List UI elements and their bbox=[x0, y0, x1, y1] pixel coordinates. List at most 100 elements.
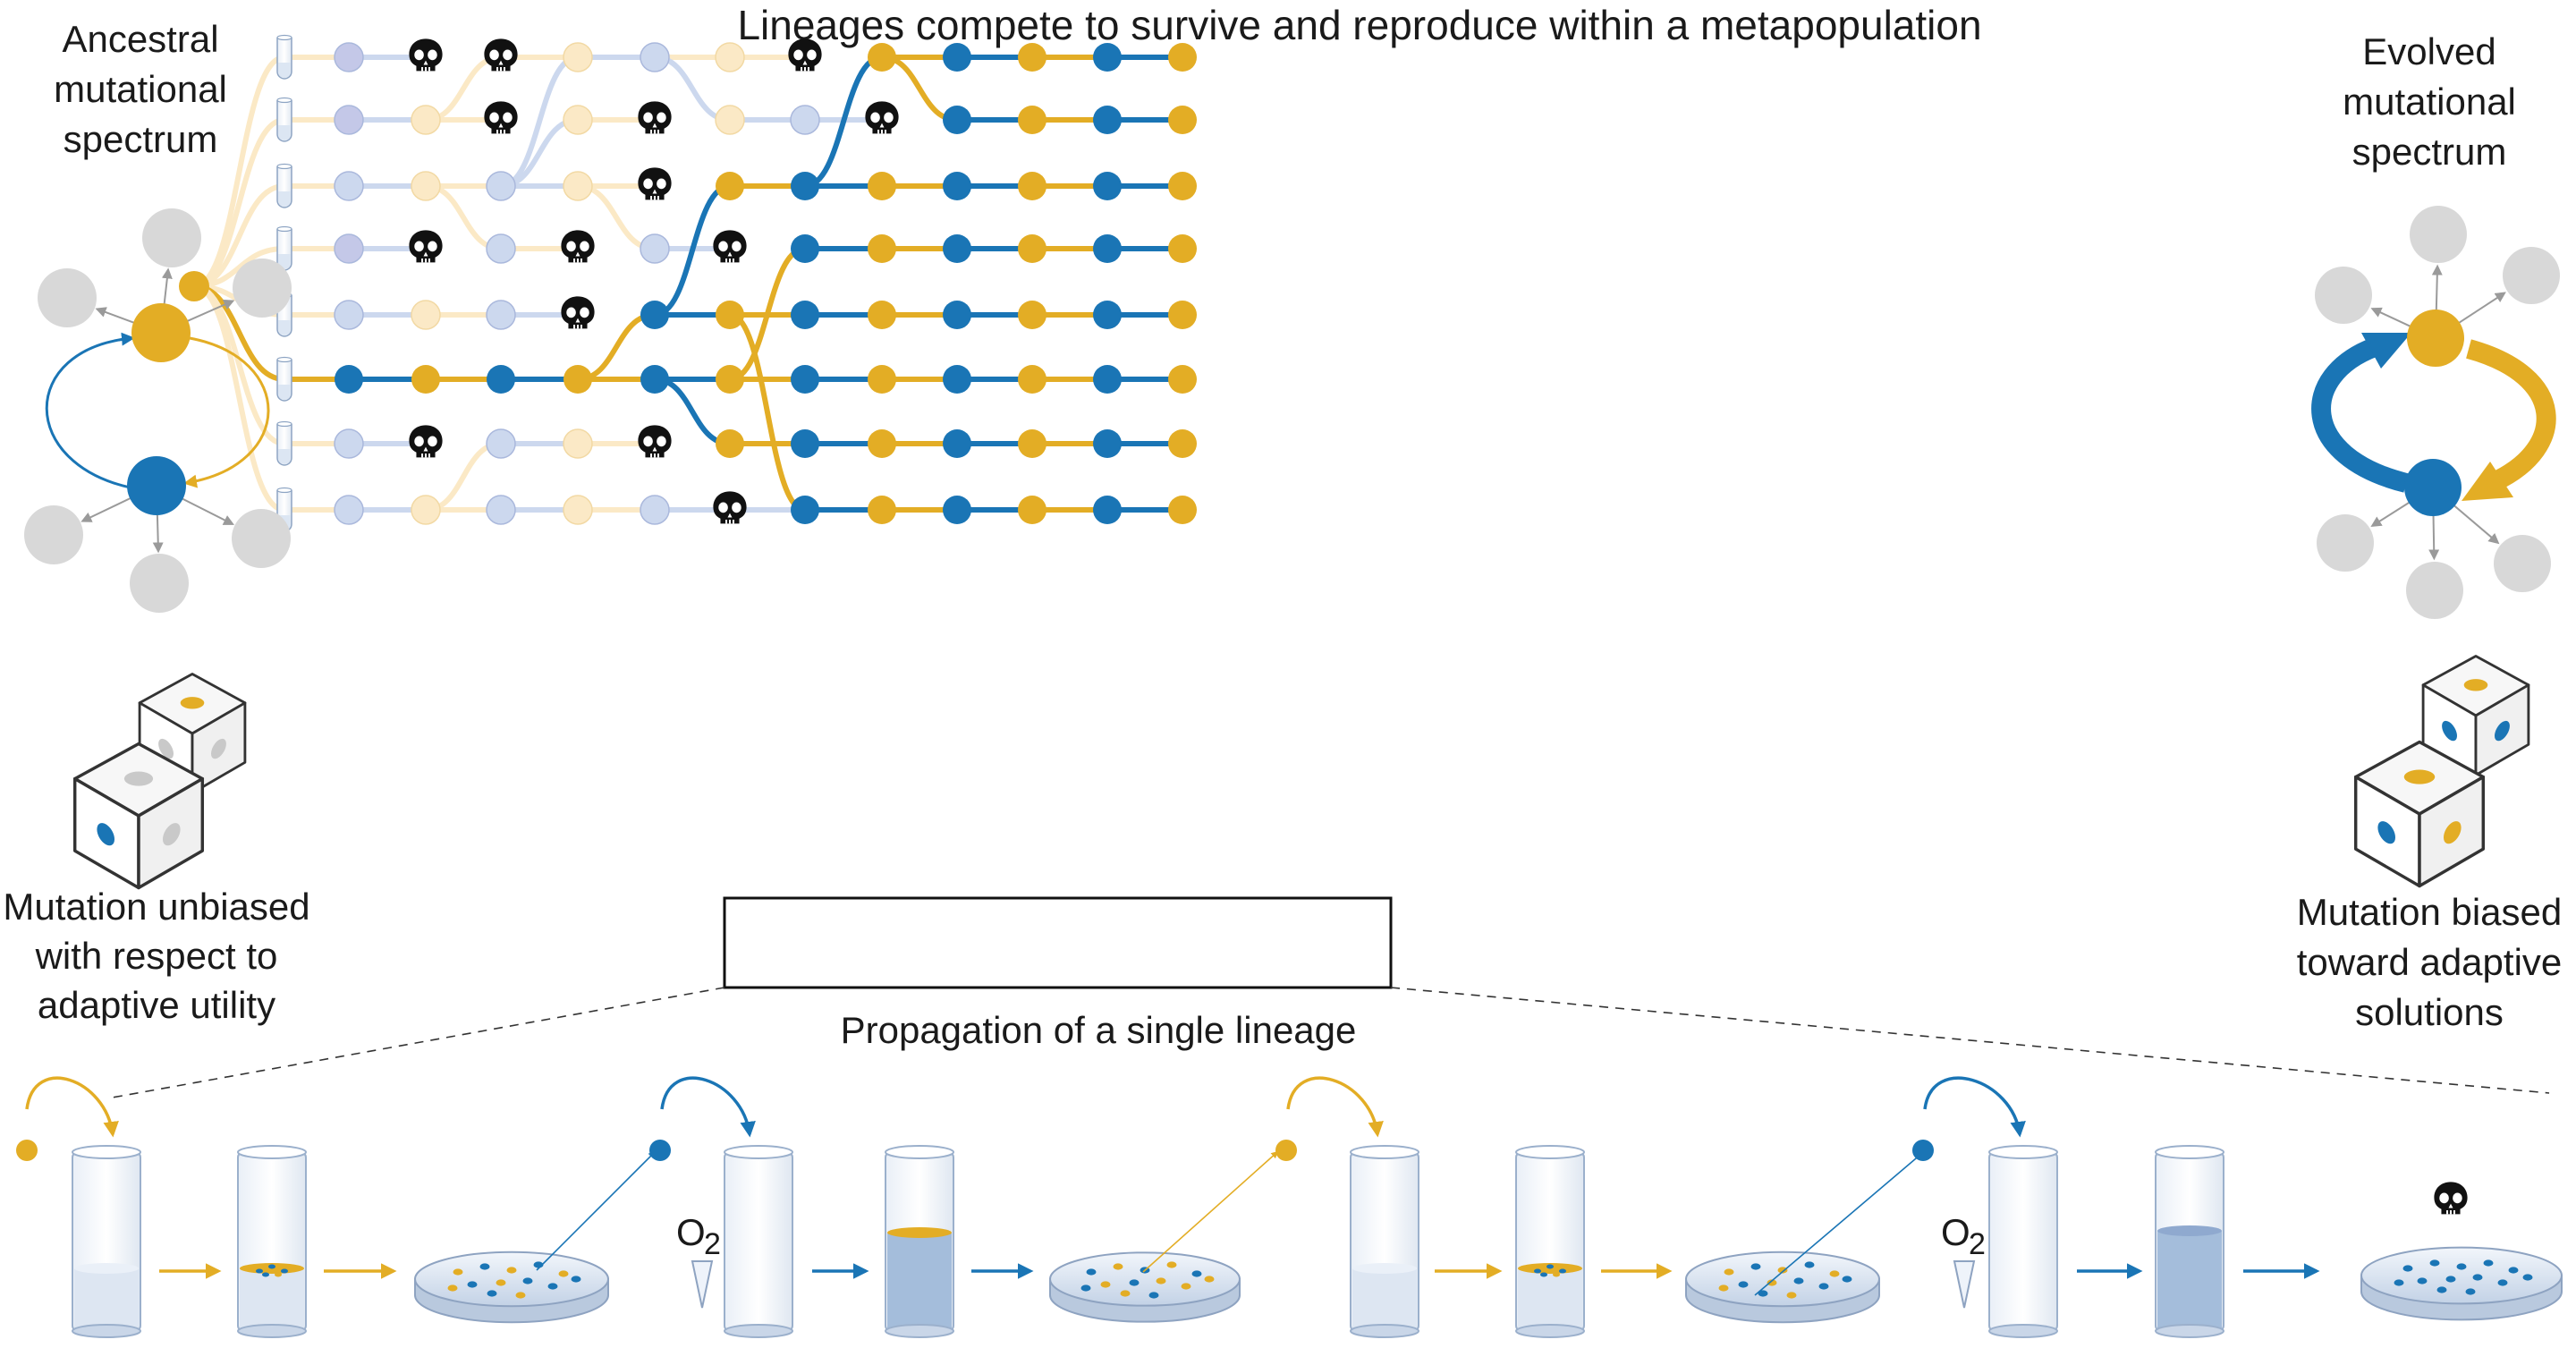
colony-dot bbox=[547, 1283, 558, 1290]
skull-tooth bbox=[425, 259, 427, 263]
skull-tooth bbox=[500, 130, 502, 134]
right-heading-line-3: spectrum bbox=[2352, 131, 2507, 173]
flask-base bbox=[72, 1324, 141, 1338]
colony-dot bbox=[571, 1276, 581, 1283]
tube-liquid bbox=[278, 191, 291, 207]
lineage-node bbox=[1093, 496, 1122, 524]
tube-liquid bbox=[278, 320, 291, 335]
skull-head bbox=[713, 491, 747, 524]
lineage-node bbox=[411, 365, 440, 394]
right-heading-line-2: mutational bbox=[2343, 81, 2516, 123]
lineage-node bbox=[791, 234, 819, 263]
flask-rim bbox=[2155, 1145, 2224, 1159]
skull-eye bbox=[657, 178, 666, 190]
skull-eye bbox=[414, 49, 424, 61]
skull-icon bbox=[484, 38, 518, 72]
mutation-target-node bbox=[2406, 562, 2463, 619]
lineage-node bbox=[790, 105, 820, 135]
lineage-node bbox=[943, 234, 971, 263]
skull-tooth bbox=[2450, 1210, 2452, 1215]
skull-eye bbox=[580, 241, 589, 252]
test-tube-icon bbox=[276, 34, 292, 80]
mutation-arrow bbox=[2447, 499, 2500, 545]
lineage-node bbox=[640, 42, 670, 72]
evolved-spectrum bbox=[2311, 206, 2560, 888]
die-pip bbox=[162, 823, 181, 846]
single-lineage-propagation bbox=[16, 1076, 2563, 1338]
colony-dot bbox=[522, 1277, 533, 1284]
die-pip bbox=[2443, 821, 2462, 844]
skull-head bbox=[561, 230, 595, 263]
skull-tooth bbox=[428, 67, 430, 72]
skull-icon bbox=[638, 425, 672, 458]
skull-nose bbox=[879, 123, 885, 128]
right-heading: Evolved mutational spectrum bbox=[2343, 30, 2516, 173]
flask-liquid-surface bbox=[74, 1263, 139, 1274]
skull-tooth bbox=[428, 259, 430, 263]
skull-tooth bbox=[425, 454, 427, 458]
left-caption-line-1: Mutation unbiased bbox=[3, 886, 309, 928]
lineage-node bbox=[715, 105, 745, 135]
lineage-node bbox=[640, 495, 670, 525]
lineage-node bbox=[1168, 43, 1197, 72]
die-icon bbox=[138, 673, 247, 794]
skull-nose bbox=[575, 251, 580, 257]
skull-nose bbox=[652, 123, 657, 128]
skull-icon bbox=[638, 101, 672, 134]
dish-top bbox=[1049, 1251, 1241, 1307]
diagram-title: Lineages compete to survive and reproduc… bbox=[737, 2, 1981, 48]
lineage-node bbox=[1018, 365, 1046, 394]
colony-dot bbox=[1080, 1284, 1091, 1292]
zoom-guide-line bbox=[106, 987, 725, 1099]
right-caption-line-3: solutions bbox=[2355, 991, 2504, 1033]
lineage-node bbox=[868, 234, 896, 263]
left-heading-line-2: mutational bbox=[54, 68, 227, 110]
skull-nose bbox=[652, 189, 657, 194]
skull-eye bbox=[732, 241, 741, 252]
skull-nose bbox=[652, 446, 657, 452]
oxygen-label-subscript: 2 bbox=[1969, 1227, 1986, 1261]
lineage-node bbox=[1093, 429, 1122, 458]
skull-eye bbox=[428, 49, 437, 61]
lineage-node bbox=[1018, 301, 1046, 329]
inoculation-arc bbox=[25, 1076, 119, 1138]
colony-dot bbox=[2483, 1259, 2494, 1267]
lineage-node bbox=[1168, 496, 1197, 524]
skull-head bbox=[561, 296, 595, 329]
oxygen-label-1: O 2 bbox=[676, 1211, 721, 1261]
lineage-node bbox=[716, 301, 744, 329]
oxygen-label-text: O bbox=[1941, 1211, 1970, 1253]
colony-dot bbox=[558, 1270, 569, 1277]
left-caption-line-3: adaptive utility bbox=[38, 984, 275, 1026]
colony-dot bbox=[453, 1268, 463, 1276]
lineage-node bbox=[334, 171, 364, 201]
skull-nose bbox=[2448, 1203, 2453, 1208]
skull-tooth bbox=[881, 130, 883, 134]
blue-genotype-node bbox=[127, 456, 186, 515]
colony-dot bbox=[1113, 1263, 1123, 1270]
lineage-node bbox=[411, 105, 441, 135]
lineage-node bbox=[334, 105, 364, 135]
lineage-node bbox=[640, 233, 670, 264]
mutation-target-node bbox=[2317, 514, 2374, 572]
lineage-node bbox=[943, 301, 971, 329]
lineage-node bbox=[1018, 106, 1046, 134]
skull-head bbox=[865, 101, 899, 134]
right-caption-line-2: toward adaptive bbox=[2297, 941, 2563, 983]
die-icon bbox=[72, 742, 205, 890]
skull-eye bbox=[793, 49, 803, 61]
lineage-node bbox=[486, 171, 516, 201]
skull-tooth bbox=[2446, 1210, 2449, 1215]
skull-tooth bbox=[657, 454, 659, 458]
flask-liquid bbox=[1352, 1268, 1417, 1329]
inoculum-cell bbox=[16, 1140, 38, 1161]
skull-icon bbox=[561, 230, 595, 263]
flask-rim bbox=[72, 1145, 141, 1159]
inoculum-cell bbox=[649, 1140, 671, 1161]
dish-top bbox=[2360, 1246, 2563, 1305]
colony-dot bbox=[487, 1290, 497, 1297]
colony-pick-line bbox=[1142, 1150, 1279, 1273]
colony-dot bbox=[515, 1292, 526, 1299]
mutation-target-node bbox=[24, 505, 83, 564]
colony-dot bbox=[2402, 1265, 2413, 1272]
